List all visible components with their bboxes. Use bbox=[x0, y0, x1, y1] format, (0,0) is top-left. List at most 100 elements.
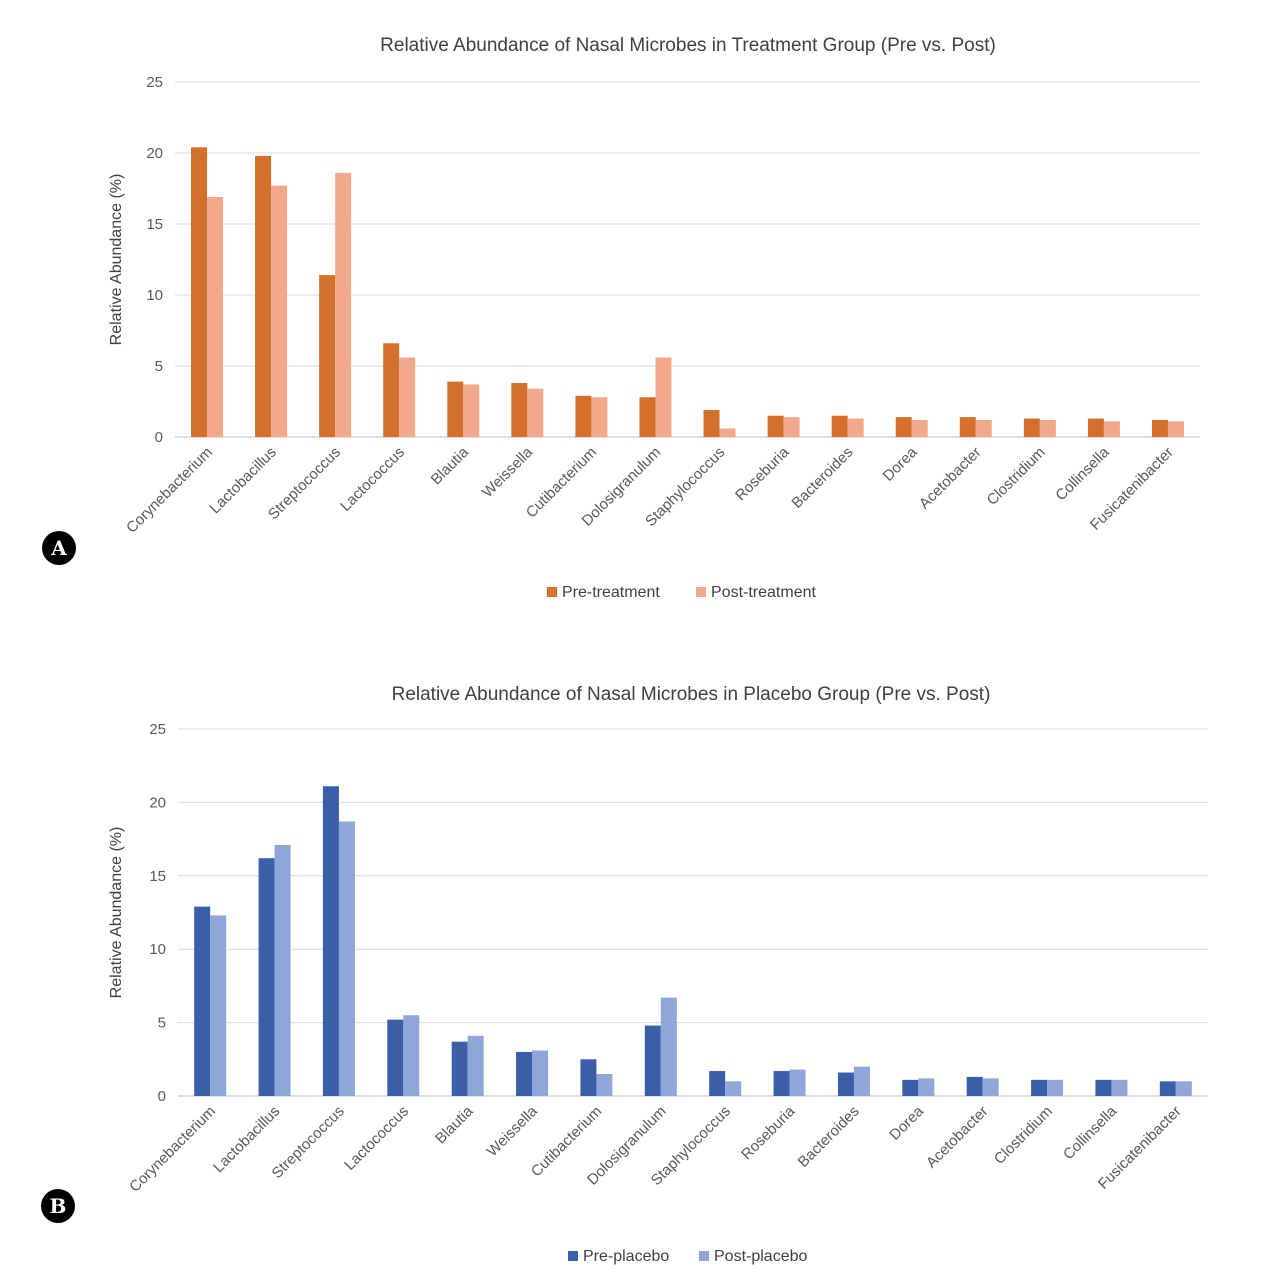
placebo-bar-pre bbox=[966, 1076, 983, 1096]
treatment-panel-badge bbox=[42, 531, 76, 565]
treatment-bar-pre bbox=[511, 383, 528, 437]
treatment-y-tick-label: 10 bbox=[146, 287, 163, 304]
chart-panel-a: Relative Abundance of Nasal Microbes in … bbox=[0, 0, 1271, 630]
placebo-x-tick-label: Clostridium bbox=[991, 1103, 1056, 1168]
treatment-bar-pre bbox=[1087, 418, 1104, 437]
treatment-legend-swatch-pre bbox=[547, 587, 557, 597]
placebo-bar-post bbox=[338, 821, 355, 1096]
treatment-bar-post bbox=[847, 418, 864, 437]
treatment-bar-pre bbox=[447, 381, 464, 437]
treatment-bar-pre bbox=[255, 155, 272, 437]
treatment-bar-pre bbox=[383, 343, 400, 437]
treatment-bar-post bbox=[271, 185, 288, 437]
treatment-bar-pre bbox=[703, 410, 720, 437]
treatment-y-tick-label: 5 bbox=[155, 358, 163, 375]
placebo-x-tick-label: Blautia bbox=[432, 1102, 477, 1147]
treatment-bar-post bbox=[655, 357, 672, 437]
placebo-y-tick-label: 15 bbox=[149, 868, 166, 885]
treatment-legend-label-pre: Pre-treatment bbox=[562, 584, 660, 601]
treatment-bar-pre bbox=[959, 417, 976, 437]
placebo-bar-pre bbox=[322, 786, 339, 1096]
treatment-x-tick-label: Corynebacterium bbox=[123, 444, 216, 537]
treatment-y-axis-title: Relative Abundance (%) bbox=[108, 174, 125, 346]
treatment-bar-post bbox=[463, 384, 480, 437]
placebo-bar-pre bbox=[580, 1059, 597, 1096]
placebo-bar-post bbox=[274, 844, 291, 1096]
treatment-chart: Relative Abundance of Nasal Microbes in … bbox=[42, 35, 1200, 601]
treatment-bar-post bbox=[207, 197, 224, 437]
placebo-x-tick-label: Roseburia bbox=[738, 1102, 799, 1163]
treatment-bar-post bbox=[975, 419, 992, 437]
treatment-bar-post bbox=[1103, 421, 1120, 437]
treatment-legend-swatch-post bbox=[696, 587, 706, 597]
placebo-bar-post bbox=[660, 997, 677, 1096]
placebo-bar-post bbox=[1047, 1079, 1064, 1096]
placebo-bar-pre bbox=[258, 858, 275, 1096]
placebo-y-tick-label: 10 bbox=[149, 941, 166, 958]
treatment-bar-pre bbox=[767, 415, 784, 437]
placebo-bar-pre bbox=[1095, 1079, 1112, 1096]
placebo-bar-pre bbox=[387, 1019, 404, 1096]
treatment-x-tick-label: Blautia bbox=[428, 443, 473, 488]
placebo-panel-badge bbox=[41, 1189, 75, 1223]
treatment-bar-post bbox=[783, 417, 800, 437]
treatment-y-tick-label: 15 bbox=[146, 216, 163, 233]
placebo-bar-post bbox=[725, 1081, 742, 1096]
treatment-x-tick-label: Weissella bbox=[479, 443, 537, 501]
treatment-bar-post bbox=[1167, 421, 1184, 437]
treatment-bar-post bbox=[399, 357, 416, 437]
placebo-bar-pre bbox=[451, 1041, 468, 1096]
treatment-bar-pre bbox=[575, 395, 592, 437]
treatment-y-tick-label: 25 bbox=[146, 74, 163, 91]
placebo-legend-swatch-pre bbox=[568, 1251, 578, 1261]
treatment-bar-pre bbox=[895, 417, 912, 437]
placebo-bar-pre bbox=[516, 1051, 533, 1096]
treatment-legend-label-post: Post-treatment bbox=[711, 584, 816, 601]
treatment-y-tick-label: 20 bbox=[146, 145, 163, 162]
placebo-bar-pre bbox=[709, 1071, 726, 1096]
treatment-x-tick-label: Collinsella bbox=[1052, 443, 1113, 504]
treatment-x-tick-label: Lactococcus bbox=[337, 444, 408, 515]
placebo-bar-pre bbox=[773, 1071, 790, 1096]
placebo-x-tick-label: Corynebacterium bbox=[126, 1103, 219, 1196]
placebo-y-axis-title: Relative Abundance (%) bbox=[108, 827, 125, 999]
treatment-bar-post bbox=[911, 419, 928, 437]
placebo-bar-pre bbox=[902, 1079, 919, 1096]
treatment-x-tick-label: Clostridium bbox=[984, 444, 1049, 509]
placebo-bar-post bbox=[532, 1050, 549, 1096]
treatment-bar-pre bbox=[831, 415, 848, 437]
treatment-bar-post bbox=[335, 172, 352, 437]
placebo-bar-post bbox=[853, 1066, 870, 1096]
placebo-x-tick-label: Acetobacter bbox=[923, 1103, 992, 1172]
placebo-legend-swatch-post bbox=[699, 1251, 709, 1261]
placebo-legend-label-pre: Pre-placebo bbox=[583, 1248, 669, 1265]
placebo-x-tick-label: Collinsella bbox=[1060, 1102, 1121, 1163]
placebo-bar-post bbox=[403, 1015, 420, 1096]
placebo-bar-pre bbox=[644, 1025, 661, 1096]
treatment-x-tick-label: Dorea bbox=[880, 443, 921, 484]
treatment-chart-title: Relative Abundance of Nasal Microbes in … bbox=[380, 35, 996, 56]
placebo-bar-pre bbox=[194, 906, 211, 1096]
placebo-y-tick-label: 20 bbox=[149, 794, 166, 811]
placebo-bar-pre bbox=[1031, 1079, 1048, 1096]
placebo-bar-post bbox=[789, 1069, 806, 1096]
placebo-y-tick-label: 25 bbox=[149, 721, 166, 738]
treatment-y-tick-label: 0 bbox=[155, 429, 163, 446]
placebo-bar-post bbox=[467, 1035, 484, 1096]
placebo-bar-pre bbox=[1159, 1081, 1176, 1096]
treatment-x-tick-label: Acetobacter bbox=[916, 444, 985, 513]
treatment-bar-post bbox=[1039, 419, 1056, 437]
placebo-x-tick-label: Dorea bbox=[886, 1102, 927, 1143]
placebo-bar-pre bbox=[837, 1072, 854, 1096]
placebo-y-tick-label: 5 bbox=[158, 1015, 166, 1032]
treatment-x-tick-label: Bacteroides bbox=[788, 444, 856, 512]
placebo-bar-post bbox=[982, 1078, 999, 1096]
placebo-x-tick-label: Weissella bbox=[484, 1102, 542, 1160]
treatment-bar-post bbox=[527, 388, 544, 437]
placebo-bar-post bbox=[1111, 1079, 1128, 1096]
placebo-legend-label-post: Post-placebo bbox=[714, 1248, 807, 1265]
treatment-bar-pre bbox=[319, 275, 336, 437]
placebo-x-tick-label: Lactococcus bbox=[341, 1103, 412, 1174]
treatment-bar-pre bbox=[1151, 419, 1168, 437]
placebo-bar-post bbox=[210, 915, 227, 1096]
